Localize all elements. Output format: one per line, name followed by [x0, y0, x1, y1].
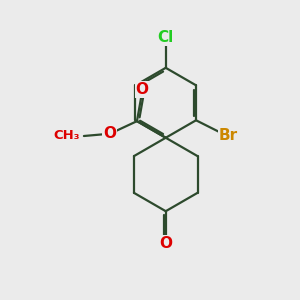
Text: CH₃: CH₃: [53, 130, 80, 142]
Text: O: O: [136, 82, 148, 97]
Text: Cl: Cl: [158, 30, 174, 45]
Text: O: O: [103, 126, 116, 141]
Text: Br: Br: [218, 128, 238, 142]
Text: O: O: [159, 236, 172, 250]
